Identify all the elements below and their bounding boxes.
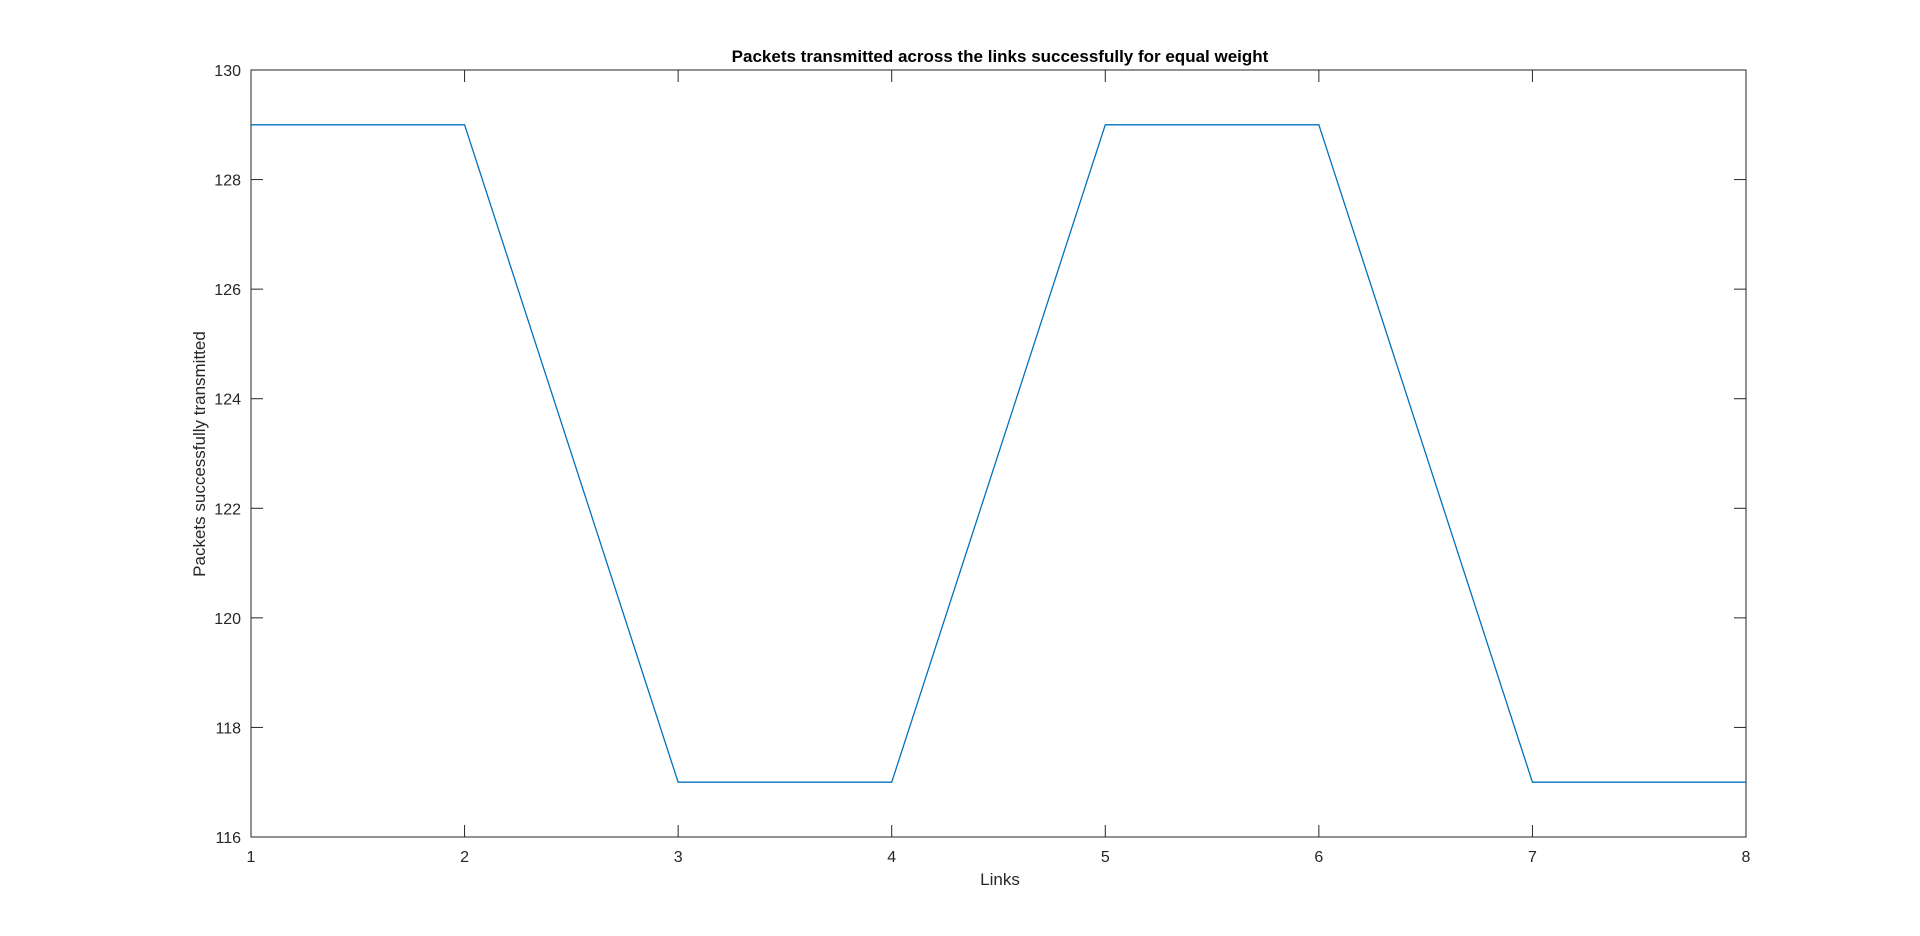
y-tick-label: 120 [214, 611, 241, 628]
series-layer [250, 124, 1746, 783]
x-tick-label: 8 [1742, 849, 1751, 866]
x-axis-ticks: 1 2 3 4 5 6 7 8 [247, 70, 1751, 866]
x-tick-label: 4 [887, 849, 896, 866]
y-tick-label: 124 [214, 392, 241, 409]
y-tick-label: 130 [214, 63, 241, 80]
data-point [464, 124, 465, 125]
series-line [251, 124, 1746, 783]
data-point [250, 124, 251, 125]
data-point [1745, 782, 1746, 783]
data-point [1318, 124, 1319, 125]
x-tick-label: 5 [1101, 849, 1110, 866]
y-tick-label: 118 [215, 720, 241, 737]
x-tick-label: 1 [247, 849, 256, 866]
data-point [1105, 124, 1106, 125]
y-axis-ticks: 116 118 120 122 124 126 128 130 [214, 63, 1746, 847]
x-axis-title: Links [980, 870, 1020, 889]
x-tick-label: 6 [1314, 849, 1323, 866]
data-point [891, 782, 892, 783]
x-tick-label: 3 [674, 849, 683, 866]
y-tick-label: 128 [214, 173, 241, 190]
data-point [678, 782, 679, 783]
x-tick-label: 7 [1528, 849, 1537, 866]
x-tick-label: 2 [460, 849, 469, 866]
data-point [1532, 782, 1533, 783]
chart-title: Packets transmitted across the links suc… [732, 47, 1269, 66]
y-tick-label: 122 [214, 501, 241, 518]
y-tick-label: 126 [214, 282, 241, 299]
y-tick-label: 116 [215, 830, 241, 847]
y-axis-title: Packets successfully transmitted [190, 331, 209, 577]
